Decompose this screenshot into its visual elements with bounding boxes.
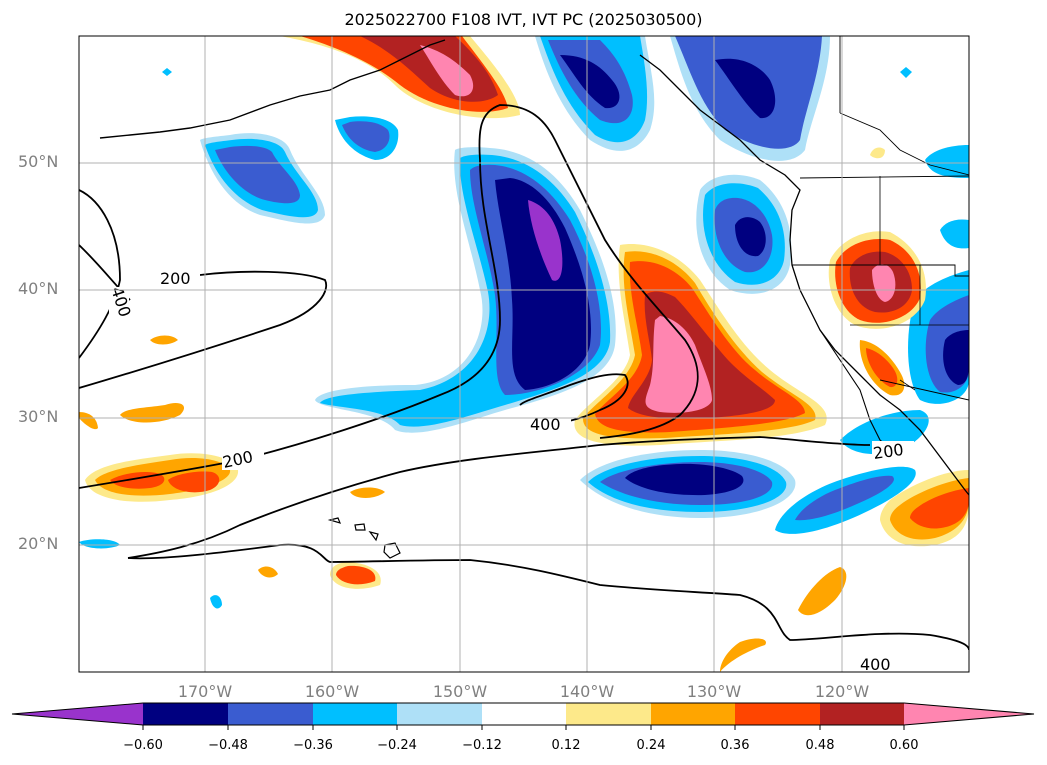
anomaly-central-negative [495,178,591,390]
lon-label: 150°W [432,682,488,701]
anomaly-small-negative [210,595,222,609]
lon-label: 160°W [304,682,360,701]
anomaly-mexico-positive [910,488,969,529]
anomaly-swus-negative [943,330,969,385]
colorbar-tick-label: 0.36 [720,738,750,753]
colorbar-swatch [313,703,397,725]
colorbar-tick-label: −0.48 [208,738,248,753]
contour-label-bg [222,448,264,470]
anomaly-pnw-negative [735,217,766,257]
contour-label-bg [872,441,914,461]
border-line [792,36,969,401]
anomaly-west-negative [342,121,390,152]
colorbar-swatch [143,703,228,725]
colorbar-swatch [820,703,904,725]
anomaly-mexico-negative [795,475,894,521]
anomaly-gulf-negative [560,55,620,109]
anomaly-small-positive [336,565,376,585]
colorbar-tick-label: −0.12 [462,738,502,753]
anomaly-california-positive [866,348,898,388]
lat-label: 30°N [18,407,59,426]
anomaly-hawaii-positive [168,471,220,493]
contour-label: 200 [872,440,905,463]
anomaly-california-positive [872,264,896,302]
colorbar-tick-label: −0.36 [293,738,333,753]
contour-label: 400 [860,655,891,674]
border-line [850,176,969,391]
anomaly-small-positive [120,403,185,423]
anomaly-central-negative [528,200,563,281]
anomaly-small-positive [79,412,98,430]
lat-label: 20°N [18,534,59,553]
anomaly-small-negative [79,539,120,549]
anomaly-small-positive [150,335,178,345]
coastline [99,39,446,139]
colorbar-extend-min [12,703,143,725]
colorbar-swatch [228,703,313,725]
colorbar-tick-label: 0.12 [551,738,581,753]
lon-label: 140°W [559,682,615,701]
colorbar-swatch [482,703,566,725]
contour-label: 400 [530,415,561,434]
anomaly-small-positive [870,147,885,159]
contour-label-bg [109,287,129,323]
lat-label: 50°N [18,152,59,171]
anomaly-small-positive [798,567,847,616]
contour-label-bg [856,654,902,672]
anomaly-nw-negative [925,145,969,178]
map-frame [78,35,970,673]
colorbar-swatch [566,703,651,725]
lon-label: 170°W [177,682,233,701]
contour-label: 200 [160,269,191,288]
colorbar-swatch [397,703,482,725]
anomaly-bc-negative [715,58,776,119]
anomaly-small-positive [258,566,278,578]
colorbar-tick-label: 0.24 [636,738,666,753]
colorbar-swatch [651,703,735,725]
gridlines [79,36,969,672]
colorbar-tick-label: 0.48 [805,738,835,753]
colorbar-tick-label: −0.60 [123,738,163,753]
colorbar-extend-max [904,703,1034,725]
lon-label: 130°W [686,682,742,701]
hawaiian-islands [327,517,401,559]
anomaly-nw-negative [940,219,969,249]
colorbar-tick-label: 0.60 [889,738,919,753]
colorbar-swatch [735,703,820,725]
map-fill-layer: 200 400 200 400 200 400 [79,36,969,674]
colorbar-tick-label: −0.24 [377,738,417,753]
anomaly-small-negative [900,67,912,78]
contour-label-bg [160,267,200,287]
figure-title: 2025022700 F108 IVT, IVT PC (2025030500) [344,10,703,29]
anomaly-west-negative [215,145,300,204]
lon-label: 120°W [814,682,870,701]
anomaly-small-positive [720,638,766,672]
anomaly-small-negative [162,68,172,76]
colorbar [11,702,1035,730]
lat-label: 40°N [18,279,59,298]
anomaly-small-positive [350,487,385,498]
